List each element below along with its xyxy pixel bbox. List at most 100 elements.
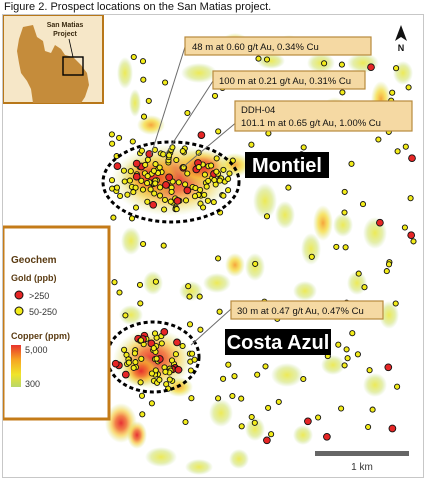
gold-sample-mid — [197, 186, 204, 193]
copper-anomaly — [123, 355, 159, 387]
gold-sample-mid — [130, 189, 137, 196]
gold-sample-mid — [220, 375, 227, 382]
gold-sample-mid — [126, 177, 133, 184]
prospect-label-montiel: Montiel — [245, 152, 329, 178]
gold-sample-mid — [338, 61, 345, 68]
gold-sample-mid — [216, 308, 223, 315]
gold-sample-mid — [150, 167, 157, 174]
gold-sample-high — [132, 172, 141, 181]
gold-sample-mid — [394, 383, 401, 390]
gold-sample-high — [367, 63, 375, 72]
gold-sample-mid — [188, 395, 195, 402]
legend-copper-title: Copper (ppm) — [11, 331, 70, 341]
gold-sample-high — [376, 218, 384, 227]
gold-sample-mid — [321, 60, 328, 67]
gold-sample-mid — [191, 193, 199, 200]
copper-anomaly — [393, 61, 413, 85]
copper-anomaly — [203, 273, 231, 293]
gold-sample-mid — [251, 419, 258, 426]
gold-sample-mid — [138, 147, 145, 154]
gold-sample-mid — [375, 136, 382, 143]
gold-sample-mid — [255, 55, 262, 62]
gold-sample-high — [388, 424, 397, 433]
copper-anomaly — [245, 417, 265, 441]
inset-label-line2: Project — [53, 31, 77, 38]
gold-sample-mid — [150, 345, 157, 352]
copper-anomaly — [145, 447, 177, 467]
gold-sample-mid — [203, 183, 210, 190]
copper-anomaly — [313, 205, 333, 241]
gold-sample-mid — [359, 201, 367, 208]
scale-bar: 1 km — [315, 451, 409, 473]
gold-sample-mid — [225, 175, 232, 183]
gold-sample-mid — [402, 143, 409, 150]
gold-sample-mid — [139, 186, 147, 193]
copper-anomaly — [275, 201, 295, 229]
gold-sample-high — [132, 159, 141, 168]
gold-sample-mid — [138, 392, 146, 399]
gold-sample-mid — [201, 171, 208, 178]
gold-sample-mid — [220, 192, 227, 199]
copper-anomaly — [333, 213, 353, 237]
gold-sample-mid — [213, 168, 220, 175]
gold-sample-mid — [156, 376, 163, 383]
gold-sample-mid — [211, 176, 218, 184]
gold-sample-mid — [128, 215, 136, 222]
legend: Geochem Gold (ppb) >250 50-250 Copper (p… — [3, 225, 111, 421]
figure-caption: Figure 2. Prospect locations on the San … — [4, 1, 272, 13]
gold-sample-mid — [162, 368, 169, 375]
gold-sample-mid — [116, 289, 123, 296]
gold-sample-mid — [215, 128, 222, 135]
gold-sample-high — [407, 231, 416, 240]
gold-sample-mid — [158, 340, 165, 347]
map-canvas: San Matias Project N 48 m at 0.60 g/t Au… — [3, 15, 417, 475]
gold-sample-mid — [108, 177, 116, 184]
gold-sample-mid — [131, 350, 138, 357]
callout-4: 30 m at 0.47 g/t Au, 0.47% Cu — [230, 300, 384, 320]
gold-sample-mid — [129, 138, 136, 145]
gold-sample-mid — [137, 337, 145, 344]
gold-sample-mid — [187, 367, 194, 374]
gold-sample-mid — [248, 141, 255, 148]
gold-sample-mid — [120, 167, 127, 174]
copper-anomaly — [209, 399, 233, 427]
gold-sample-high — [145, 150, 154, 158]
gold-sample-mid — [139, 58, 147, 65]
copper-anomaly — [229, 449, 249, 469]
gold-sample-high — [197, 131, 206, 139]
leader-line — [150, 46, 186, 156]
gold-sample-mid — [342, 244, 349, 251]
gold-sample-mid — [162, 79, 169, 86]
gold-sample-mid — [315, 414, 322, 421]
prospect-label-text: Montiel — [252, 155, 322, 177]
gold-sample-mid — [124, 191, 131, 198]
gold-sample-mid — [152, 278, 159, 285]
gold-sample-mid — [191, 356, 198, 363]
prospect-label-bg — [245, 152, 329, 178]
north-label: N — [398, 43, 405, 53]
gold-sample-mid — [153, 355, 160, 362]
inset-map: San Matias Project — [3, 15, 104, 104]
gold-sample-mid — [182, 197, 190, 204]
gold-sample-mid — [179, 342, 186, 350]
gold-sample-mid — [210, 199, 217, 206]
gold-sample-mid — [389, 89, 396, 96]
gold-sample-mid — [144, 173, 151, 180]
gold-sample-mid — [225, 187, 232, 194]
gold-sample-mid — [200, 204, 207, 211]
gold-sample-mid — [167, 198, 174, 205]
gold-sample-high — [160, 328, 169, 336]
gold-sample-mid — [138, 177, 145, 184]
map-frame: San Matias Project N 48 m at 0.60 g/t Au… — [2, 14, 424, 478]
gold-sample-high — [183, 186, 192, 195]
inset-label-line1: San Matias — [47, 22, 84, 29]
gold-sample-mid — [308, 253, 315, 260]
gold-sample-mid — [140, 113, 148, 120]
legend-gold-title: Gold (ppb) — [11, 273, 56, 283]
gold-sample-mid — [263, 56, 271, 63]
gold-sample-mid — [182, 418, 189, 426]
copper-anomaly — [347, 53, 379, 73]
copper-anomaly — [181, 63, 217, 83]
leader-line — [182, 120, 239, 168]
gold-sample-mid — [238, 423, 245, 430]
